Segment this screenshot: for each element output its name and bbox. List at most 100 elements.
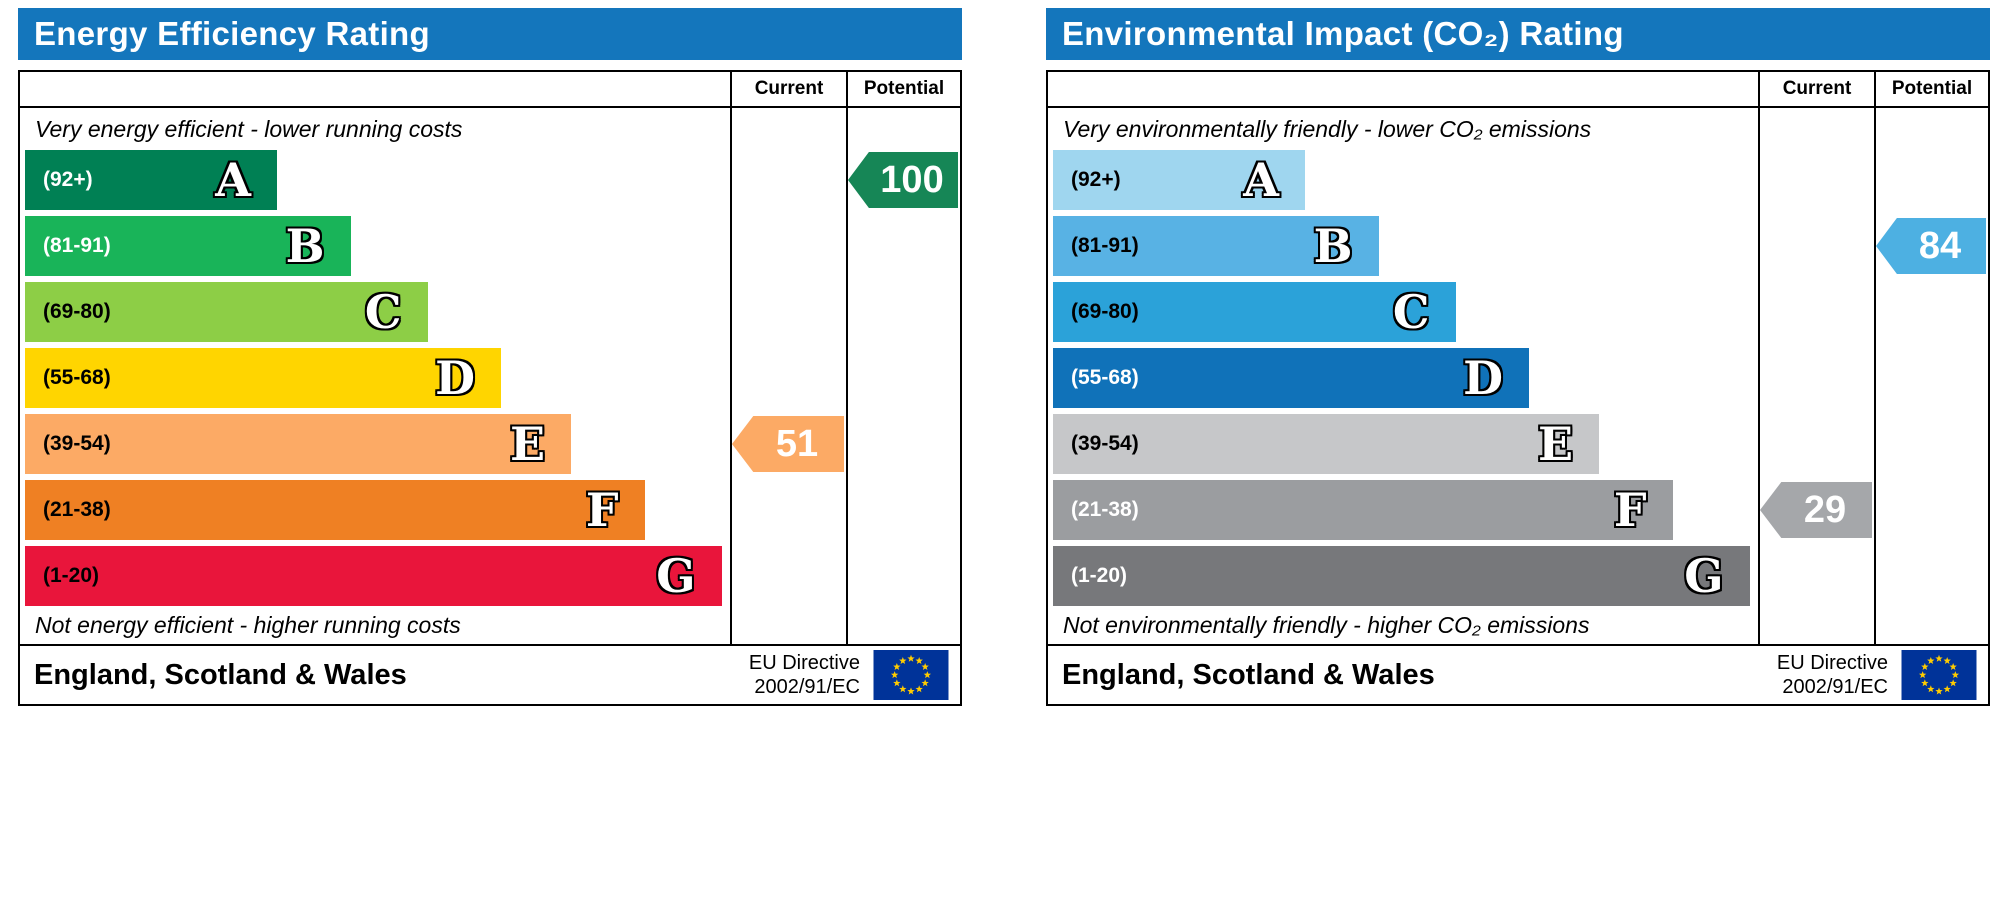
potential-column-header: Potential xyxy=(1874,72,1988,106)
current-column: 51 xyxy=(730,108,846,644)
band-bar-c: (69-80) C xyxy=(25,282,428,342)
band-bar-e: (39-54) E xyxy=(25,414,571,474)
current-column: 29 xyxy=(1758,108,1874,644)
bottom-caption: Not environmentally friendly - higher CO… xyxy=(1063,611,1590,638)
band-range: (81-91) xyxy=(1071,234,1139,257)
band-row-b: (81-91) B xyxy=(25,216,725,276)
band-row-f: (21-38) F xyxy=(1053,480,1753,540)
band-row-g: (1-20) G xyxy=(25,546,725,606)
band-row-d: (55-68) D xyxy=(25,348,725,408)
band-range: (69-80) xyxy=(43,300,111,323)
band-range: (21-38) xyxy=(1071,498,1139,521)
band-letter: B xyxy=(285,219,325,273)
environmental-chart-title: Environmental Impact (CO₂) Rating xyxy=(1062,15,1624,52)
band-bar-f: (21-38) F xyxy=(25,480,645,540)
eu-directive-label: EU Directive 2002/91/EC xyxy=(749,651,860,699)
header-spacer xyxy=(1048,72,1758,106)
band-bar-b: (81-91) B xyxy=(25,216,351,276)
environmental-rating-table: Current Potential Very environmentally f… xyxy=(1046,70,1990,706)
band-range: (69-80) xyxy=(1071,300,1139,323)
band-letter: D xyxy=(1463,351,1503,405)
band-range: (81-91) xyxy=(43,234,111,257)
band-range: (92+) xyxy=(43,168,93,191)
band-letter: F xyxy=(1613,483,1647,537)
band-range: (92+) xyxy=(1071,168,1121,191)
bottom-caption: Not energy efficient - higher running co… xyxy=(35,611,461,638)
band-row-c: (69-80) C xyxy=(1053,282,1753,342)
band-letter: F xyxy=(585,483,619,537)
band-letter: G xyxy=(1684,549,1724,603)
band-letter: B xyxy=(1313,219,1353,273)
potential-rating-value: 84 xyxy=(1918,224,1962,267)
band-bar-f: (21-38) F xyxy=(1053,480,1673,540)
potential-column-header: Potential xyxy=(846,72,960,106)
eu-directive-line1: EU Directive xyxy=(748,652,860,674)
band-range: (55-68) xyxy=(43,366,111,389)
current-column-header: Current xyxy=(1758,72,1874,106)
environmental-footer-row: England, Scotland & Wales EU Directive 2… xyxy=(1048,644,1988,704)
band-range: (39-54) xyxy=(1071,432,1139,455)
band-row-f: (21-38) F xyxy=(25,480,725,540)
charts-row: Energy Efficiency Rating Current Potenti… xyxy=(18,8,1990,706)
band-bar-b: (81-91) B xyxy=(1053,216,1379,276)
environmental-band-column: Very environmentally friendly - lower CO… xyxy=(1048,108,1758,644)
environmental-column-header-row: Current Potential xyxy=(1048,72,1988,108)
eu-flag-icon xyxy=(873,650,949,700)
band-bar-g: (1-20) G xyxy=(1053,546,1750,606)
eu-directive-line2: 2002/91/EC xyxy=(754,676,860,698)
band-range: (1-20) xyxy=(43,564,100,587)
band-row-g: (1-20) G xyxy=(1053,546,1753,606)
eu-directive-line2: 2002/91/EC xyxy=(1782,676,1888,698)
band-range: (55-68) xyxy=(1071,366,1139,389)
band-letter: A xyxy=(215,153,251,207)
eu-flag-icon xyxy=(1901,650,1977,700)
current-rating-value: 51 xyxy=(775,422,819,465)
band-row-e: (39-54) E xyxy=(1053,414,1753,474)
current-rating-value: 29 xyxy=(1803,488,1847,531)
band-row-a: (92+) A xyxy=(25,150,725,210)
band-letter: D xyxy=(435,351,475,405)
environmental-bands-area: Very environmentally friendly - lower CO… xyxy=(1048,108,1988,644)
band-range: (1-20) xyxy=(1071,564,1128,587)
eu-directive-label: EU Directive 2002/91/EC xyxy=(1777,651,1888,699)
eu-directive-line1: EU Directive xyxy=(1776,652,1888,674)
band-row-e: (39-54) E xyxy=(25,414,725,474)
band-letter: E xyxy=(509,417,545,471)
band-row-b: (81-91) B xyxy=(1053,216,1753,276)
potential-rating-arrow: 100 xyxy=(848,152,958,208)
current-rating-arrow: 29 xyxy=(1760,482,1872,538)
header-spacer xyxy=(20,72,730,106)
environmental-impact-chart: Environmental Impact (CO₂) Rating Curren… xyxy=(1046,8,1990,706)
band-bar-a: (92+) A xyxy=(1053,150,1305,210)
band-row-d: (55-68) D xyxy=(1053,348,1753,408)
region-label: England, Scotland & Wales xyxy=(1062,658,1435,691)
energy-band-column: Very energy efficient - lower running co… xyxy=(20,108,730,644)
band-bar-a: (92+) A xyxy=(25,150,277,210)
band-letter: C xyxy=(364,285,402,339)
current-column-header: Current xyxy=(730,72,846,106)
band-range: (39-54) xyxy=(43,432,111,455)
band-row-c: (69-80) C xyxy=(25,282,725,342)
potential-rating-arrow: 84 xyxy=(1876,218,1986,274)
current-rating-arrow: 51 xyxy=(732,416,844,472)
band-bar-d: (55-68) D xyxy=(25,348,501,408)
band-letter: A xyxy=(1243,153,1279,207)
band-range: (21-38) xyxy=(43,498,111,521)
band-letter: G xyxy=(656,549,696,603)
band-bar-e: (39-54) E xyxy=(1053,414,1599,474)
top-caption: Very environmentally friendly - lower CO… xyxy=(1063,115,1592,142)
energy-bands-area: Very energy efficient - lower running co… xyxy=(20,108,960,644)
potential-column: 100 xyxy=(846,108,960,644)
band-row-a: (92+) A xyxy=(1053,150,1753,210)
environmental-title-bar: Environmental Impact (CO₂) Rating xyxy=(1046,8,1990,60)
energy-efficiency-chart: Energy Efficiency Rating Current Potenti… xyxy=(18,8,962,706)
potential-column: 84 xyxy=(1874,108,1988,644)
energy-column-header-row: Current Potential xyxy=(20,72,960,108)
band-letter: E xyxy=(1537,417,1573,471)
energy-footer-row: England, Scotland & Wales EU Directive 2… xyxy=(20,644,960,704)
band-bar-c: (69-80) C xyxy=(1053,282,1456,342)
region-label: England, Scotland & Wales xyxy=(34,658,407,691)
energy-chart-title: Energy Efficiency Rating xyxy=(34,15,430,52)
band-bar-d: (55-68) D xyxy=(1053,348,1529,408)
